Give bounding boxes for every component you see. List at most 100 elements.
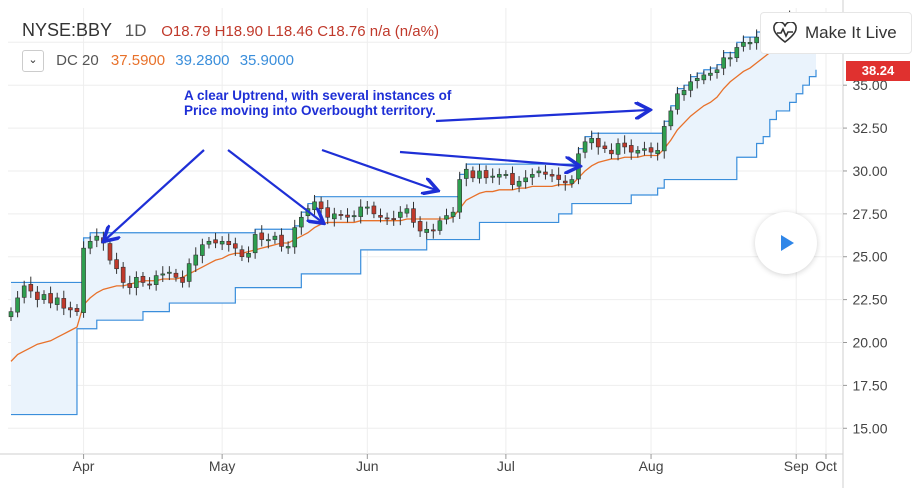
- band-lower-line: [11, 69, 817, 416]
- candle-body: [167, 271, 172, 274]
- candle-body: [483, 170, 489, 179]
- candle-body: [180, 277, 185, 283]
- indicator-name[interactable]: DC 20: [56, 51, 99, 69]
- candle-body: [721, 57, 726, 69]
- candle-body: [279, 234, 284, 247]
- interval-label[interactable]: 1D: [124, 21, 147, 40]
- candle-body: [213, 239, 218, 244]
- candle-body: [219, 240, 225, 245]
- candle-body: [424, 228, 429, 233]
- candle-body: [61, 298, 67, 309]
- candle-body: [239, 249, 245, 258]
- candle-body: [648, 147, 654, 153]
- candle-body: [398, 211, 403, 218]
- y-tick-label: 15.00: [852, 420, 887, 436]
- candle-body: [74, 308, 80, 312]
- candle-body: [701, 74, 707, 81]
- ohlc-readout: O18.79 H18.90 L18.46 C18.76 n/a (n/a%): [161, 23, 439, 40]
- candle-body: [516, 180, 522, 187]
- y-tick-label: 32.50: [852, 120, 887, 136]
- candle-body: [378, 215, 383, 218]
- annotation-text: A clear Uptrend, with several instances …: [184, 88, 451, 118]
- candle-body: [312, 201, 317, 211]
- candle-body: [391, 218, 397, 220]
- candle-body: [490, 175, 495, 178]
- y-tick-label: 20.00: [852, 335, 887, 351]
- candle-body: [134, 277, 139, 288]
- candle-body: [609, 149, 614, 155]
- candle-body: [457, 179, 462, 213]
- candle-body: [81, 247, 86, 313]
- candle-body: [8, 311, 14, 318]
- annotation-arrow: [321, 148, 436, 190]
- annotation-line-2: Price moving into Overbought territory.: [184, 103, 436, 118]
- candle-body: [529, 174, 535, 178]
- candle-body: [206, 240, 212, 245]
- candle-body: [688, 81, 693, 91]
- candle-body: [714, 69, 720, 73]
- candle-body: [615, 143, 621, 155]
- candle-body: [226, 240, 232, 246]
- candle-body: [582, 141, 588, 153]
- symbol-label[interactable]: NYSE:BBY: [22, 20, 113, 40]
- candle-body: [87, 240, 93, 249]
- candle-body: [35, 291, 40, 300]
- make-it-live-label: Make It Live: [805, 23, 897, 42]
- candle-body: [741, 42, 746, 47]
- candle-body: [417, 221, 423, 232]
- indicator-legend: ⌄ DC 20 37.5900 39.2800 35.9000: [22, 50, 294, 72]
- candle-body: [325, 207, 331, 218]
- candle-body: [628, 145, 634, 153]
- y-tick-label: 30.00: [852, 163, 887, 179]
- candle-body: [351, 215, 357, 218]
- candle-body: [120, 266, 126, 283]
- candle-body: [734, 47, 740, 59]
- candle-body: [655, 150, 660, 154]
- candle-body: [101, 237, 106, 244]
- candle-body: [635, 150, 641, 154]
- candle-body: [463, 168, 469, 179]
- candle-body: [318, 201, 324, 209]
- heart-pulse-icon: [773, 22, 797, 44]
- x-tick-label: Jun: [356, 458, 379, 474]
- candle-body: [747, 42, 753, 45]
- make-it-live-button[interactable]: Make It Live: [760, 12, 912, 54]
- candle-body: [299, 216, 304, 228]
- candle-body: [661, 126, 667, 152]
- x-tick-label: Jul: [497, 458, 515, 474]
- candle-body: [114, 259, 119, 270]
- candle-body: [430, 229, 436, 232]
- chevron-down-icon[interactable]: ⌄: [22, 50, 44, 72]
- candle-body: [345, 214, 350, 218]
- candle-body: [523, 177, 528, 183]
- candle-body: [668, 110, 674, 127]
- candle-body: [549, 174, 555, 177]
- candle-body: [536, 170, 542, 174]
- candle-body: [252, 234, 258, 254]
- candle-body: [140, 275, 146, 283]
- candle-body: [200, 244, 205, 256]
- price-axis: 15.00 17.50 20.00 22.50 25.00 27.50 30.00 32.50…: [843, 34, 888, 436]
- candle-body: [68, 307, 73, 311]
- candle-body: [15, 297, 20, 313]
- indicator-upper-value: 35.9000: [239, 51, 294, 69]
- candle-body: [332, 213, 337, 220]
- play-button[interactable]: [755, 212, 817, 274]
- candle-body: [437, 220, 443, 231]
- annotation-arrows: [105, 110, 648, 240]
- y-tick-label: 22.50: [852, 292, 887, 308]
- y-tick-label: 27.50: [852, 206, 887, 222]
- candle-body: [266, 239, 271, 242]
- x-tick-label: Aug: [639, 458, 664, 474]
- candle-body: [147, 283, 152, 286]
- annotation-arrow: [399, 150, 578, 166]
- candle-body: [371, 205, 377, 215]
- candle-body: [642, 148, 647, 151]
- annotation-arrow: [227, 149, 322, 222]
- candle-body: [365, 206, 370, 209]
- indicator-middle-value: 37.5900: [110, 51, 166, 69]
- candle-body: [285, 246, 291, 249]
- candle-body: [233, 243, 238, 249]
- candle-body: [556, 174, 561, 180]
